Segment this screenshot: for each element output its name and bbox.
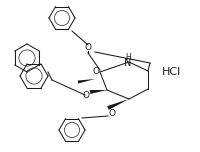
Text: H: H (125, 52, 130, 62)
Polygon shape (89, 90, 106, 94)
Polygon shape (77, 79, 95, 83)
Text: O: O (84, 43, 91, 52)
Text: N: N (124, 58, 131, 68)
Text: HCl: HCl (162, 67, 181, 77)
Text: O: O (82, 90, 89, 100)
Polygon shape (107, 99, 128, 110)
Text: O: O (92, 67, 99, 76)
Text: O: O (108, 109, 115, 117)
